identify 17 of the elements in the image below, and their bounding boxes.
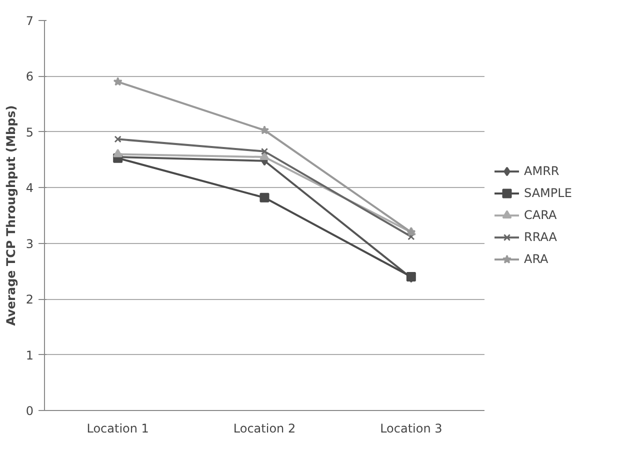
y-tick-label: 2 <box>26 292 34 307</box>
y-tick-label: 5 <box>26 125 34 140</box>
legend-label: AMRR <box>524 164 560 178</box>
legend-label: ARA <box>524 252 548 266</box>
x-tick-label: Location 1 <box>86 422 149 436</box>
y-tick-label: 6 <box>26 70 34 84</box>
y-tick-label: 0 <box>26 404 34 418</box>
y-tick-label: 4 <box>26 181 34 196</box>
legend-label: CARA <box>524 208 557 222</box>
y-tick-label: 1 <box>26 348 34 362</box>
y-tick-label: 7 <box>26 14 34 28</box>
y-tick-label: 3 <box>26 236 34 251</box>
x-tick-label: Location 2 <box>233 422 296 436</box>
legend-label: SAMPLE <box>524 186 572 200</box>
y-axis-title: Average TCP Throughput (Mbps) <box>4 105 18 326</box>
x-tick-label: Location 3 <box>380 422 442 436</box>
legend-label: RRAA <box>524 230 557 244</box>
